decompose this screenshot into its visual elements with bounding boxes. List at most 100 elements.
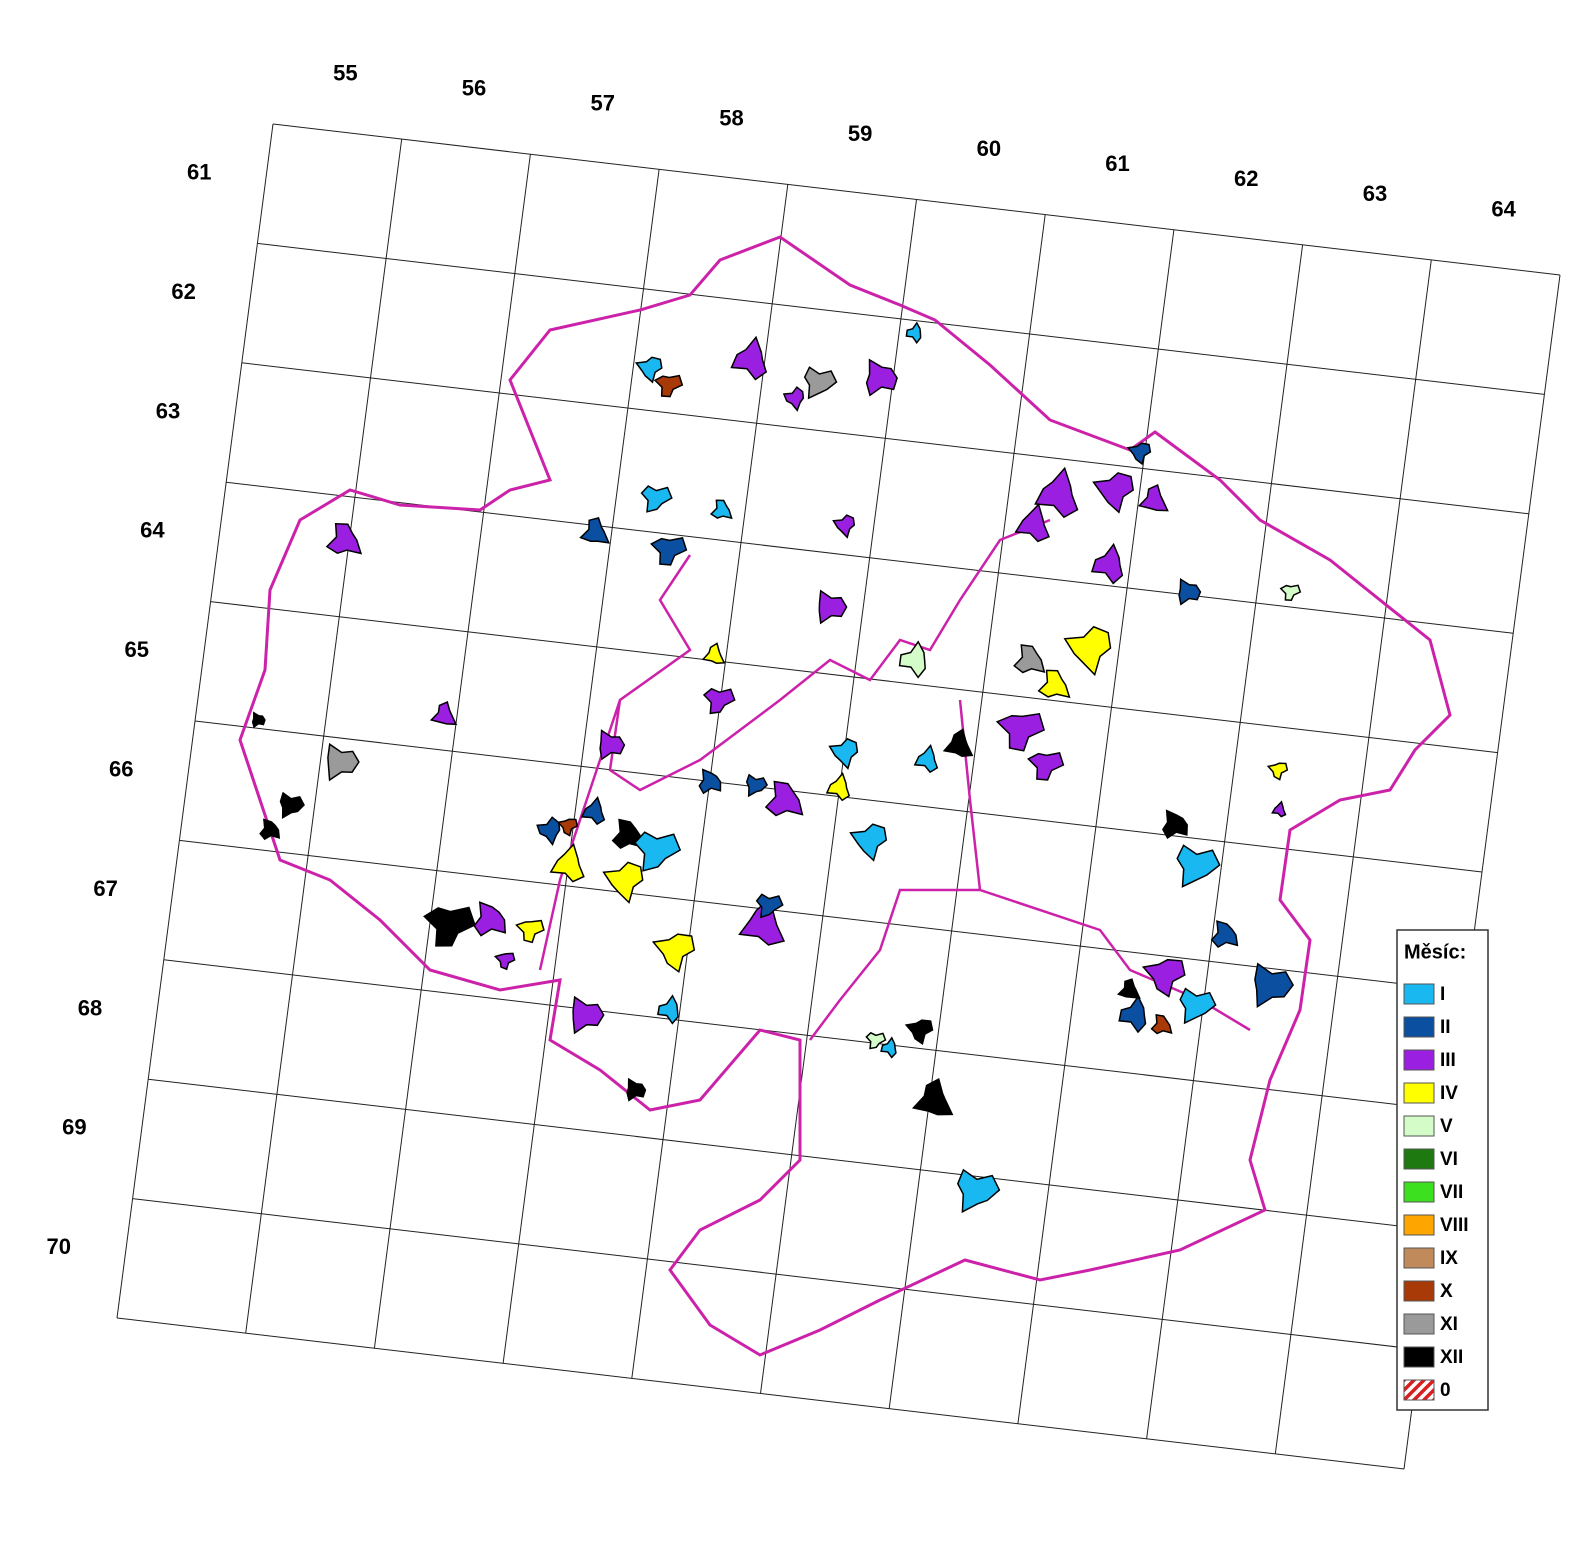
patch: [709, 499, 733, 520]
legend-swatch: [1403, 1082, 1435, 1104]
patch: [556, 818, 579, 837]
column-label: 56: [462, 75, 486, 100]
patch: [653, 374, 684, 398]
legend-swatch: [1403, 1214, 1435, 1236]
patch: [1179, 987, 1217, 1025]
patch: [1176, 844, 1221, 888]
legend-title: Měsíc:: [1404, 941, 1466, 963]
legend-label: 0: [1440, 1380, 1451, 1401]
legend-swatch: [1403, 1379, 1435, 1401]
legend-label: III: [1440, 1050, 1456, 1071]
patch: [1254, 962, 1294, 1009]
row-label: 61: [187, 160, 211, 185]
grid-line: [148, 1078, 1436, 1231]
grid-line: [179, 839, 1467, 992]
patch: [1137, 484, 1169, 512]
patch: [880, 1036, 897, 1059]
patch: [730, 335, 768, 381]
patch: [782, 386, 805, 412]
patch: [905, 321, 922, 344]
patch: [1117, 978, 1141, 999]
legend-swatch: [1403, 1148, 1435, 1170]
patch: [1014, 503, 1050, 543]
grid-line: [163, 959, 1451, 1112]
patch: [832, 514, 856, 539]
patch: [1271, 800, 1287, 818]
column-label: 59: [848, 121, 872, 146]
legend-label: XI: [1440, 1314, 1458, 1335]
grid: [116, 123, 1561, 1470]
row-label: 67: [93, 876, 117, 901]
patch: [515, 919, 545, 944]
grid-line: [241, 362, 1529, 515]
legend-label: VI: [1440, 1149, 1458, 1170]
region-outline: [238, 235, 1452, 1357]
legend-swatch: [1403, 1181, 1435, 1203]
patch: [904, 1019, 934, 1046]
patch: [995, 712, 1046, 752]
patch: [1210, 920, 1239, 948]
patch: [602, 861, 644, 904]
patch: [493, 952, 516, 971]
row-label: 64: [140, 518, 165, 543]
legend-swatch: [1403, 1016, 1435, 1038]
patch: [913, 743, 939, 774]
row-label: 65: [125, 637, 149, 662]
legend-swatch: [1403, 983, 1435, 1005]
column-label: 57: [591, 91, 615, 116]
patch: [1118, 995, 1147, 1034]
patch: [764, 780, 804, 817]
column-label: 64: [1491, 196, 1516, 221]
column-label: 58: [719, 106, 743, 131]
patch: [1037, 669, 1071, 699]
patch: [818, 589, 848, 625]
patch: [1063, 625, 1112, 677]
legend-label: VIII: [1440, 1215, 1469, 1236]
patch: [640, 485, 673, 513]
column-label: 61: [1105, 151, 1129, 176]
patch: [572, 995, 605, 1035]
patch: [1279, 584, 1302, 601]
patch: [942, 728, 974, 757]
legend-label: I: [1440, 984, 1445, 1005]
patch: [580, 795, 606, 826]
legend-label: VII: [1440, 1182, 1463, 1203]
patch: [657, 994, 679, 1025]
patch: [865, 358, 898, 397]
patch: [698, 768, 722, 795]
patch: [473, 901, 507, 937]
patch: [745, 773, 769, 798]
patch: [1013, 644, 1046, 674]
patch: [1092, 472, 1135, 514]
row-label: 68: [78, 995, 102, 1020]
legend-swatch: [1403, 1313, 1435, 1335]
legend-label: IV: [1440, 1083, 1458, 1104]
patch: [956, 1168, 1001, 1214]
patch: [702, 687, 736, 715]
legend-label: V: [1440, 1116, 1453, 1137]
patch: [279, 791, 305, 820]
patch: [327, 742, 360, 782]
patch: [650, 537, 688, 566]
grid-line: [210, 601, 1498, 754]
patch: [828, 737, 859, 770]
patch: [1162, 809, 1188, 839]
patch: [634, 356, 663, 384]
legend-label: XII: [1440, 1347, 1463, 1368]
patch: [1126, 442, 1152, 466]
patch: [651, 933, 696, 974]
column-label: 62: [1234, 166, 1258, 191]
patch: [536, 816, 561, 847]
patch: [599, 729, 626, 761]
patch: [898, 640, 926, 679]
row-label: 63: [156, 398, 180, 423]
column-label: 60: [977, 136, 1001, 161]
patch: [579, 516, 611, 544]
legend-swatch: [1403, 1346, 1435, 1368]
grid-line: [257, 242, 1545, 395]
patch: [1141, 958, 1186, 998]
patch: [1150, 1014, 1173, 1035]
column-label: 55: [333, 60, 357, 85]
